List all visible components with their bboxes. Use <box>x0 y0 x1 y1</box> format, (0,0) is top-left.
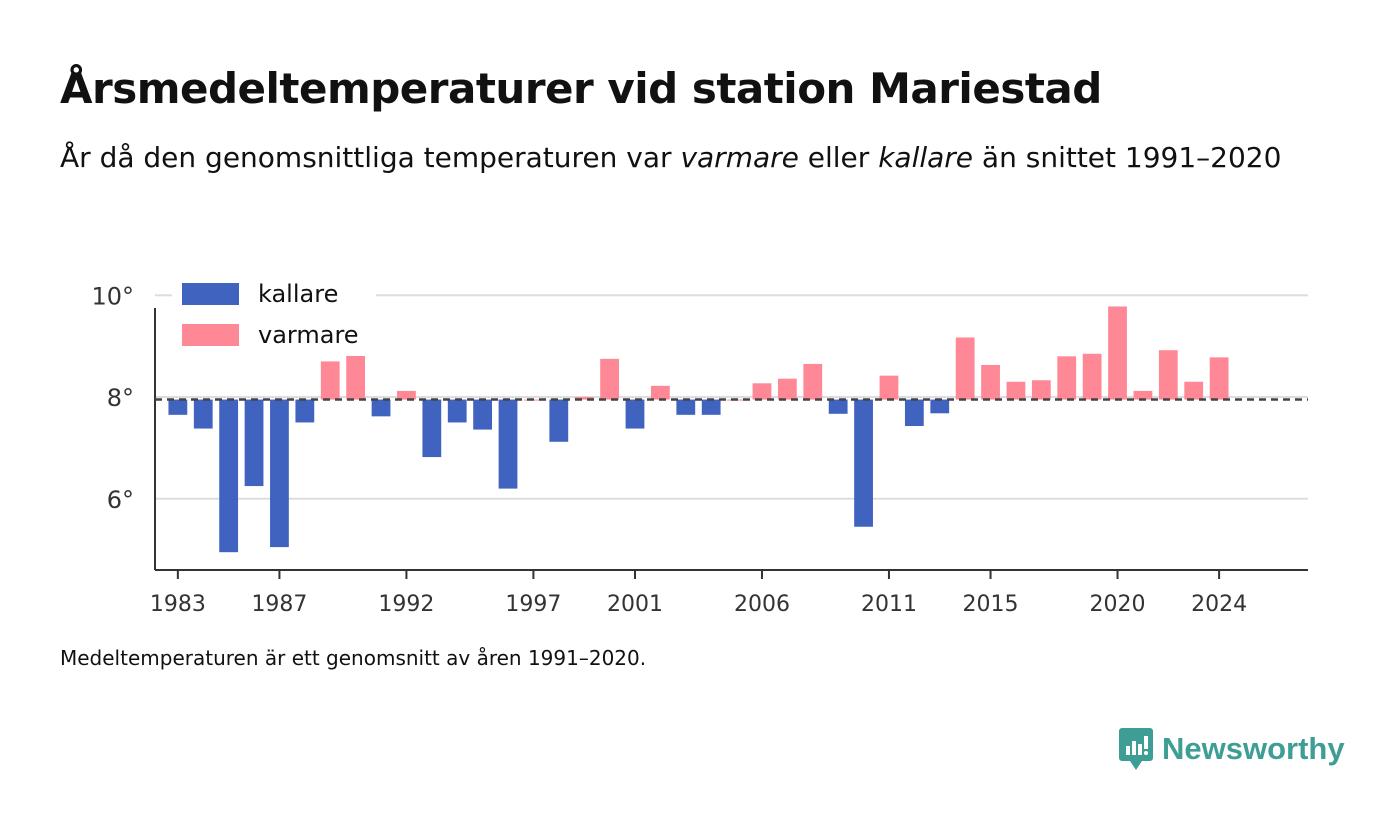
y-tick-label: 8° <box>107 384 134 412</box>
subtitle-warm: varmare <box>680 141 799 174</box>
x-tick-label: 2020 <box>1090 592 1146 617</box>
x-tick-label: 2015 <box>963 592 1019 617</box>
bar-1991 <box>371 399 391 417</box>
x-axis-ticks: 1983 1987 1992 1997 2001 2006 2011 2015 2020 2024 <box>150 570 1247 617</box>
legend: kallare varmare <box>172 276 376 356</box>
brand-name: Newsworthy <box>1162 731 1345 766</box>
bar-2023 <box>1184 381 1204 400</box>
chart-title: Årsmedeltemperaturer vid station Mariest… <box>60 64 1102 113</box>
x-tick-label: 1987 <box>251 592 307 617</box>
newsworthy-logo-icon <box>1119 728 1153 770</box>
x-tick-label: 2024 <box>1191 592 1247 617</box>
y-axis-ticks: 6° 8° 10° <box>91 282 134 514</box>
bar-2000 <box>600 358 619 400</box>
bar-1986 <box>244 399 264 487</box>
x-tick-label: 2001 <box>607 592 663 617</box>
x-tick-label: 1997 <box>505 592 561 617</box>
bar-2022 <box>1158 350 1178 400</box>
bar-1999 <box>574 397 594 400</box>
legend-label-varmare: varmare <box>258 321 359 349</box>
bar-2013 <box>930 399 950 414</box>
bar-2012 <box>904 399 924 427</box>
bar-2016 <box>1006 381 1026 400</box>
bar-2008 <box>803 363 823 400</box>
bar-chart: 6° 8° 10° 1983 1987 1992 1997 2001 2006 2011 2015… <box>91 276 1308 617</box>
x-tick-label: 1992 <box>378 592 434 617</box>
bar-2020 <box>1108 306 1127 400</box>
bar-1994 <box>447 399 467 423</box>
subtitle-text-2: eller <box>798 141 879 174</box>
bar-2019 <box>1082 353 1102 400</box>
bar-1987 <box>270 399 289 548</box>
bar-2014 <box>955 337 975 400</box>
bar-2021 <box>1133 390 1153 400</box>
subtitle-text-3: än snittet 1991–2020 <box>973 141 1282 174</box>
chart-note: Medeltemperaturen är ett genomsnitt av å… <box>60 646 647 670</box>
bar-2015 <box>981 364 1000 400</box>
bar-1984 <box>193 399 213 429</box>
bar-2010 <box>854 399 873 527</box>
bar-1988 <box>295 399 315 423</box>
bar-1998 <box>549 399 569 442</box>
bar-1983 <box>168 399 188 415</box>
bar-2003 <box>676 399 696 415</box>
bar-1985 <box>219 399 239 553</box>
bars <box>168 306 1229 553</box>
legend-swatch-kallare <box>182 283 239 305</box>
y-tick-label: 10° <box>91 282 134 310</box>
bar-2001 <box>625 399 645 429</box>
subtitle-text-1: År då den genomsnittliga temperaturen va… <box>60 141 681 174</box>
brand-logo: Newsworthy <box>1118 726 1345 772</box>
bar-2002 <box>650 385 670 400</box>
chart-subtitle: År då den genomsnittliga temperaturen va… <box>60 136 1290 180</box>
bar-1993 <box>422 399 442 458</box>
bar-1989 <box>320 361 340 400</box>
bar-2006 <box>752 383 772 400</box>
bar-2024 <box>1209 357 1229 400</box>
bar-2009 <box>828 399 848 414</box>
bar-2017 <box>1031 380 1051 400</box>
x-tick-label: 2006 <box>734 592 790 617</box>
bar-2011 <box>879 375 899 400</box>
x-tick-label: 1983 <box>150 592 206 617</box>
bar-2004 <box>701 399 721 415</box>
bar-1990 <box>346 355 366 400</box>
subtitle-cold: kallare <box>878 141 974 174</box>
bar-2007 <box>777 378 797 400</box>
bar-1995 <box>473 399 493 430</box>
bar-1992 <box>397 390 416 400</box>
bar-1996 <box>498 399 518 489</box>
legend-swatch-varmare <box>182 324 239 346</box>
bar-2018 <box>1057 356 1077 400</box>
x-tick-label: 2011 <box>861 592 917 617</box>
y-tick-label: 6° <box>107 486 134 514</box>
legend-label-kallare: kallare <box>258 280 338 308</box>
